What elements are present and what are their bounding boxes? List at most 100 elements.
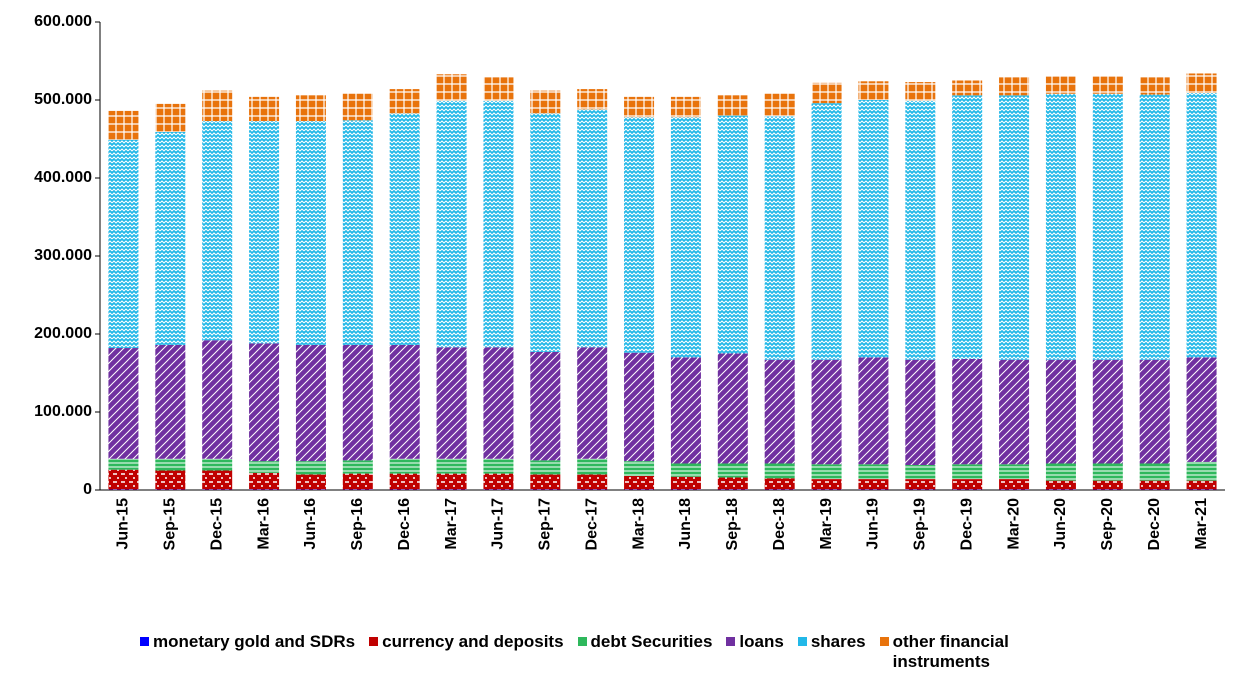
x-tick-label: Sep-17: [537, 498, 554, 551]
bar-segment: [295, 121, 326, 345]
legend-swatch: [577, 637, 587, 646]
bar-segment: [905, 359, 936, 466]
bar-segment: [670, 463, 701, 477]
x-tick-label: Sep-18: [724, 498, 741, 551]
x-tick-label: Dec-15: [208, 498, 225, 551]
legend-item: currency and deposits: [369, 632, 564, 652]
chart: 0 100.000 200.000 300.000 400.000 500.000 600.…: [34, 13, 1225, 551]
bar-segment: [1139, 77, 1170, 95]
bar-segment: [1186, 357, 1217, 462]
bar-segment: [905, 82, 936, 101]
bar-segment: [952, 464, 983, 480]
bar-segment: [295, 344, 326, 462]
bar-segment: [389, 113, 420, 345]
bar-segment: [1092, 359, 1123, 464]
bar-segment: [342, 344, 373, 461]
bar-segment: [764, 93, 795, 117]
bar-segment: [249, 461, 280, 473]
bar-segment: [811, 464, 842, 480]
bar-segment: [1092, 463, 1123, 481]
bar-segment: [1139, 359, 1170, 464]
bar-segment: [342, 120, 373, 345]
x-tick-label: Dec-20: [1146, 498, 1163, 551]
bar-segment: [436, 473, 467, 490]
bar-segment: [436, 74, 467, 101]
legend-item: loans: [726, 632, 784, 652]
bar-segment: [155, 103, 186, 132]
bar-segment: [1186, 92, 1217, 358]
x-tick-label: Dec-18: [771, 498, 788, 551]
bar-segment: [1045, 463, 1076, 481]
bar-segment: [389, 89, 420, 114]
bar-segment: [108, 110, 139, 140]
x-tick-label: Sep-16: [349, 498, 366, 551]
x-tick-label: Mar-21: [1193, 498, 1210, 550]
y-tick-label: 0: [83, 481, 92, 498]
bar-segment: [905, 100, 936, 360]
bar-segment: [249, 96, 280, 122]
legend-label: other financial instruments: [892, 632, 1009, 671]
bar-segment: [858, 479, 889, 490]
bar-segment: [530, 90, 561, 114]
bar-segment: [717, 477, 748, 490]
y-tick-label: 400.000: [34, 169, 92, 186]
legend-label: debt Securities: [590, 632, 713, 651]
bar-segment: [1139, 480, 1170, 490]
bar-segment: [108, 348, 139, 459]
x-tick-label: Dec-19: [958, 498, 975, 551]
bar-segment: [202, 458, 233, 471]
x-tick-label: Dec-17: [583, 498, 600, 551]
bar-segment: [389, 344, 420, 459]
bar-segment: [811, 103, 842, 360]
legend-label: monetary gold and SDRs: [153, 632, 356, 651]
bar-segment: [530, 351, 561, 461]
bar-segment: [999, 464, 1030, 480]
legend: monetary gold and SDRs currency and depos…: [140, 632, 1247, 672]
bar-segment: [295, 474, 326, 490]
bar-segment: [295, 95, 326, 122]
y-tick-label: 200.000: [34, 325, 92, 342]
bar-segment: [155, 344, 186, 459]
bar-segment: [1186, 73, 1217, 93]
bar-segment: [952, 95, 983, 359]
bar-segment: [999, 359, 1030, 465]
bar-segment: [858, 464, 889, 480]
x-tick-label: Jun-18: [677, 498, 694, 550]
y-tick-label: 100.000: [34, 403, 92, 420]
bar-segment: [764, 116, 795, 360]
bar-segment: [717, 353, 748, 464]
x-tick-label: Sep-20: [1099, 498, 1116, 551]
bar-segment: [530, 460, 561, 475]
bar-segment: [483, 458, 514, 474]
bar-segment: [577, 89, 608, 110]
legend-label: shares: [810, 632, 866, 651]
bar-segment: [764, 359, 795, 464]
bar-segment: [436, 100, 467, 348]
legend-item: shares: [797, 632, 866, 652]
x-tick-label: Jun-15: [115, 498, 132, 550]
bar-segment: [1186, 461, 1217, 481]
x-tick-label: Mar-17: [443, 498, 460, 550]
y-tick-label: 600.000: [34, 13, 92, 30]
bar-segment: [811, 359, 842, 465]
x-tick-label: Mar-19: [818, 498, 835, 550]
bar-segment: [717, 463, 748, 478]
bar-segment: [999, 479, 1030, 490]
bar-segment: [1139, 94, 1170, 360]
bar-segment: [717, 95, 748, 116]
legend-item: other financial instruments: [879, 632, 1033, 672]
legend-swatch: [140, 637, 149, 646]
bar-segment: [670, 117, 701, 358]
y-tick-label: 300.000: [34, 247, 92, 264]
bar-segment: [530, 474, 561, 490]
bar-segment: [249, 472, 280, 490]
bar-segment: [952, 358, 983, 465]
bar-segment: [342, 460, 373, 474]
x-tick-label: Dec-16: [396, 498, 413, 551]
bar-segment: [483, 347, 514, 459]
bar-segment: [483, 100, 514, 348]
bar-segment: [764, 463, 795, 479]
bar-segment: [342, 93, 373, 121]
bar-segment: [202, 470, 233, 490]
